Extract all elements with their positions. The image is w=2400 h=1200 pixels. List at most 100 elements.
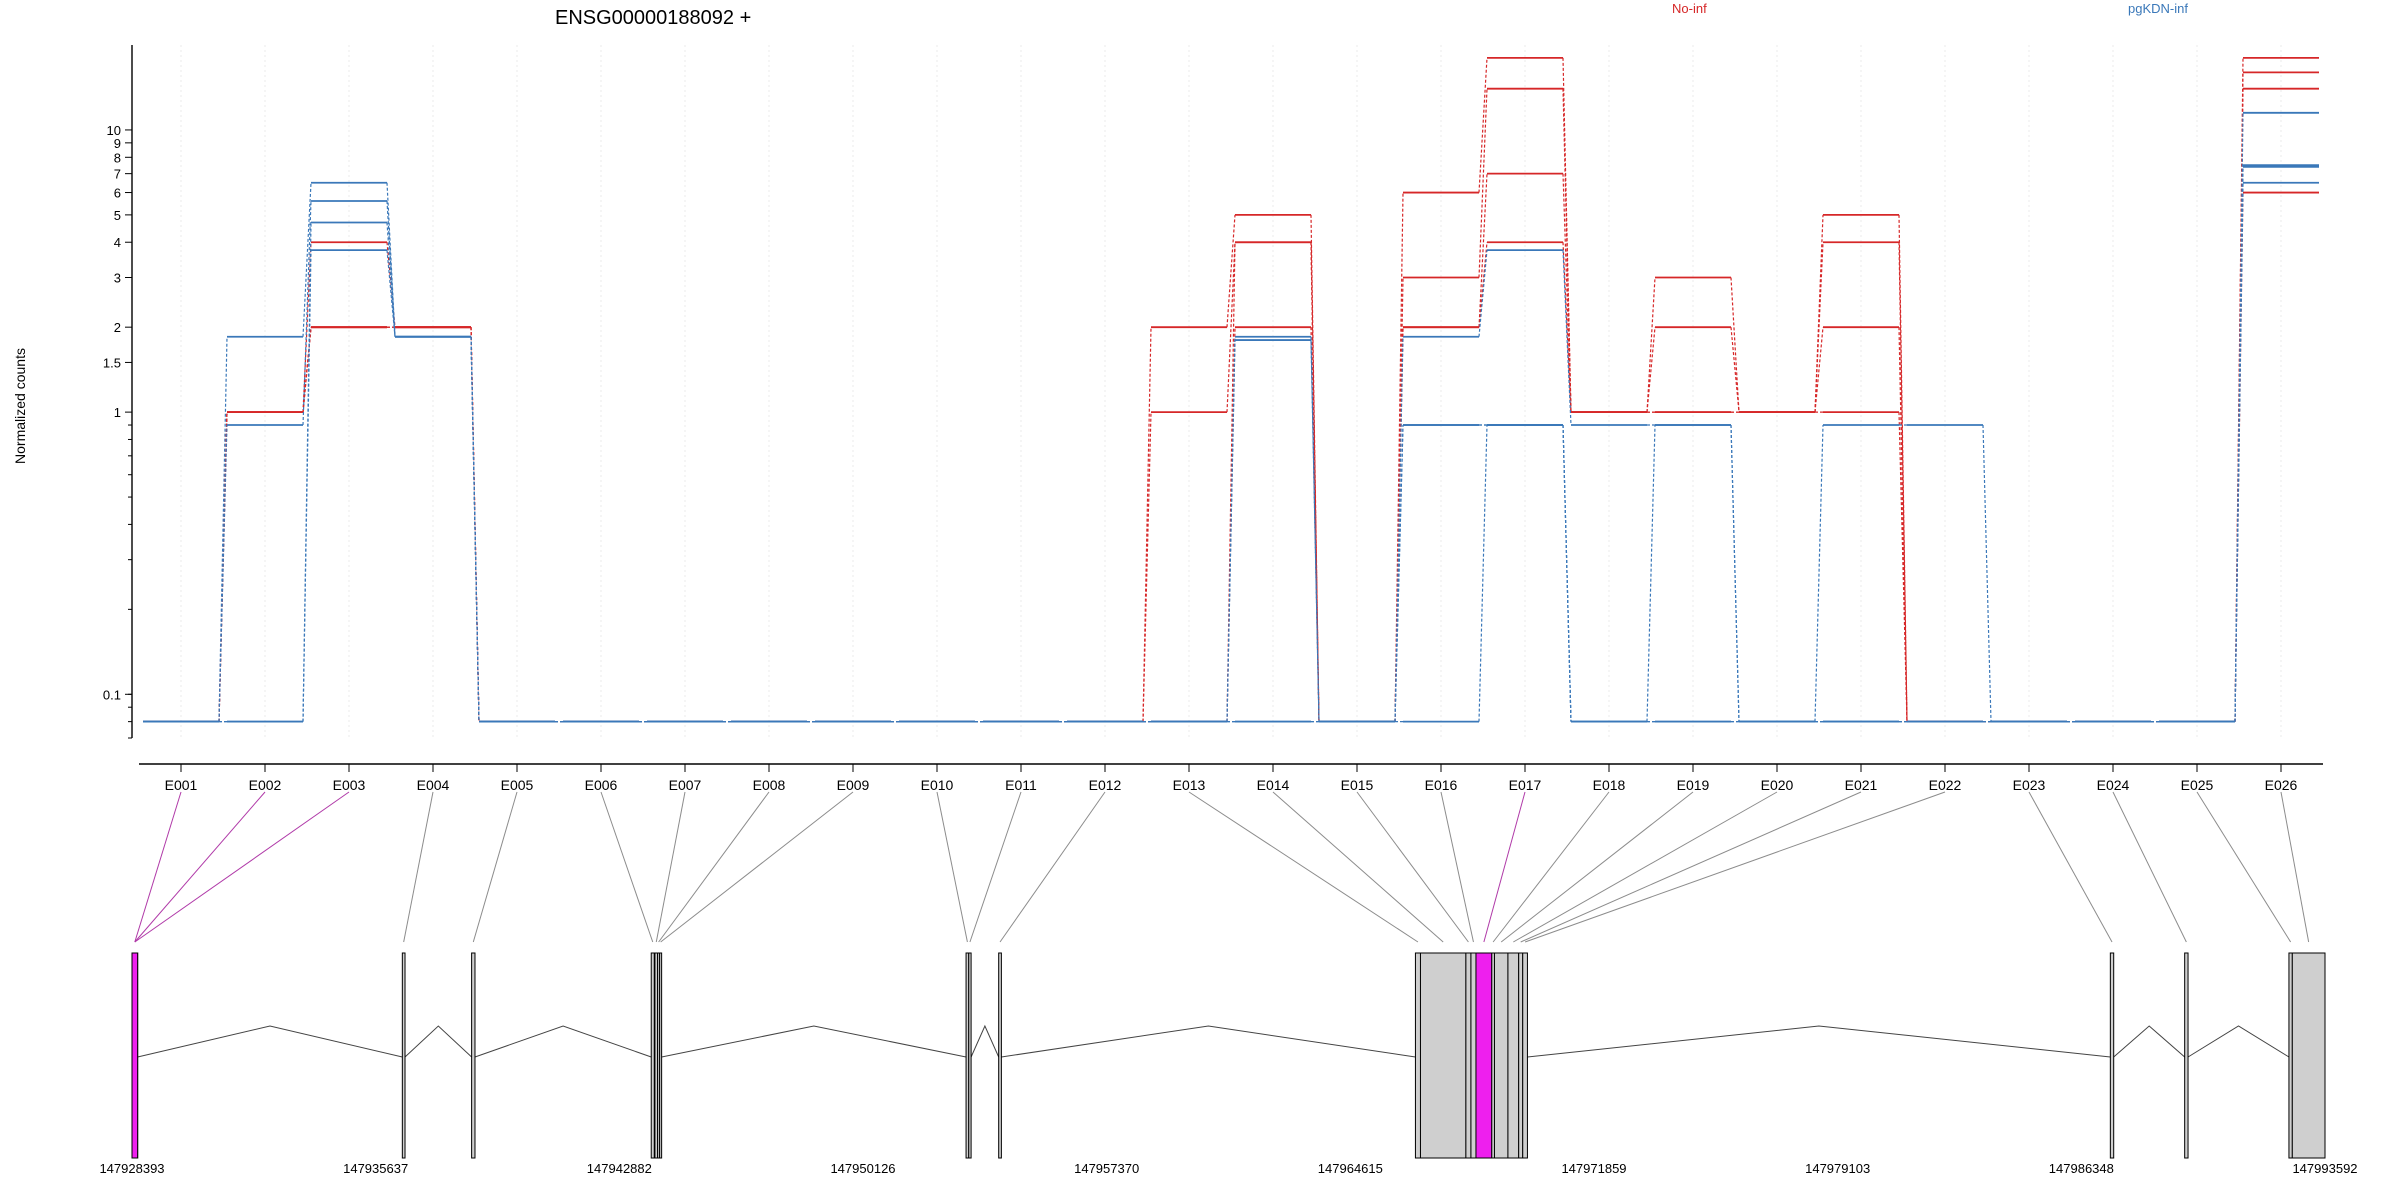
series-pgkdn-inf-4	[143, 111, 2319, 723]
data-transition	[1814, 327, 1824, 413]
connector-e026	[2280, 791, 2310, 943]
data-transition	[218, 336, 228, 722]
data-transition	[302, 200, 312, 426]
y-tick-label: 5	[114, 208, 121, 223]
intron-line	[970, 1024, 1000, 1058]
x-tick-label: E012	[1089, 777, 1122, 793]
connector-e024	[2112, 791, 2187, 943]
connector-e012	[999, 791, 1106, 943]
exon-e015	[1465, 952, 1472, 1159]
x-tick-label: E009	[837, 777, 870, 793]
connector-e020	[1513, 791, 1778, 943]
data-transition	[302, 250, 312, 722]
data-transition	[1898, 412, 1908, 722]
exon-e020	[1507, 952, 1520, 1159]
x-tick-label: E025	[2181, 777, 2214, 793]
y-tick-label: 4	[114, 235, 121, 250]
intron-line	[1527, 1025, 2111, 1058]
exon-e003	[131, 952, 139, 1159]
x-tick-label: E005	[501, 777, 534, 793]
exon-e022	[1522, 952, 1528, 1159]
genomic-tick-label: 147993592	[2292, 1161, 2357, 1176]
data-transition	[1478, 173, 1488, 328]
data-transition	[302, 182, 312, 337]
data-transition	[1562, 425, 1572, 722]
exon-e019	[1493, 952, 1509, 1159]
data-transition	[1814, 242, 1824, 413]
exon-e021	[1518, 952, 1524, 1159]
data-transition	[2234, 182, 2244, 722]
x-tick-label: E016	[1425, 777, 1458, 793]
data-transition	[2234, 165, 2244, 722]
series-pgkdn-inf-6	[143, 165, 2319, 723]
x-tick-label: E004	[417, 777, 450, 793]
x-tick-label: E017	[1509, 777, 1542, 793]
genomic-tick-label: 147928393	[99, 1161, 164, 1176]
data-transition	[1982, 425, 1992, 722]
connector-e009	[660, 791, 854, 943]
x-tick-label: E015	[1341, 777, 1374, 793]
grid-lines	[180, 45, 2282, 738]
data-transition	[1730, 277, 1740, 413]
data-transition	[1310, 242, 1320, 722]
connector-e011	[969, 791, 1022, 943]
series-no-inf-0	[143, 57, 2319, 723]
x-tick-label: E013	[1173, 777, 1206, 793]
x-tick-label: E014	[1257, 777, 1290, 793]
connector-e016	[1440, 791, 1474, 943]
genomic-tick-label: 147979103	[1805, 1161, 1870, 1176]
x-tick-label: E007	[669, 777, 702, 793]
data-transition	[1562, 250, 1572, 426]
connector-e006	[600, 791, 654, 943]
intron-line	[2187, 1025, 2290, 1058]
x-axis: E001 E002 E003 E004 E005 E006 E007 E008 E009 E010…	[139, 763, 2323, 793]
connector-e021	[1520, 791, 1862, 943]
intron-line	[1001, 1025, 1416, 1058]
intron-line	[474, 1025, 652, 1058]
connector-e013	[1188, 791, 1419, 943]
data-transition	[386, 250, 396, 337]
x-tick-label: E010	[921, 777, 954, 793]
connector-e001	[134, 791, 182, 943]
genomic-tick-label: 147957370	[1074, 1161, 1139, 1176]
connector-e014	[1272, 791, 1444, 943]
intron-line	[137, 1025, 403, 1058]
genomic-tick-label: 147942882	[587, 1161, 652, 1176]
genomic-tick-label: 147986348	[2049, 1161, 2114, 1176]
x-tick-label: E026	[2265, 777, 2298, 793]
y-tick-label: 10	[107, 123, 121, 138]
y-tick-label: 1	[114, 405, 121, 420]
data-transition	[218, 425, 228, 722]
intron-line	[661, 1025, 967, 1058]
connector-e003	[134, 791, 350, 943]
data-transition	[1898, 327, 1908, 722]
series-no-inf-2	[143, 71, 2319, 723]
genomic-tick-label: 147950126	[830, 1161, 895, 1176]
data-transition	[1226, 214, 1236, 328]
intron-line	[2113, 1025, 2186, 1058]
exon-e011	[968, 952, 972, 1159]
connector-e018	[1492, 791, 1610, 943]
series-pgkdn-inf-5	[143, 164, 2319, 723]
connector-e010	[936, 791, 968, 943]
exon-e023	[2109, 952, 2115, 1159]
exon-e017	[1475, 952, 1493, 1159]
data-transition	[1394, 336, 1404, 722]
plot-area	[143, 57, 2319, 723]
genomic-tick-label: 147964615	[1318, 1161, 1383, 1176]
connector-e025	[2196, 791, 2292, 943]
genomic-tick-label: 147935637	[343, 1161, 408, 1176]
exon-e016	[1470, 952, 1477, 1159]
connector-e004	[403, 791, 434, 943]
connector-e015	[1356, 791, 1469, 943]
legend-label-no-inf: No-inf	[1672, 1, 1707, 16]
data-transition	[386, 200, 396, 337]
data-transition	[1814, 425, 1824, 722]
data-transition	[1142, 327, 1152, 722]
data-transition	[1394, 425, 1404, 722]
data-transition	[1310, 340, 1320, 722]
connector-e002	[134, 791, 266, 943]
data-transition	[1814, 214, 1824, 413]
x-tick-label: E018	[1593, 777, 1626, 793]
